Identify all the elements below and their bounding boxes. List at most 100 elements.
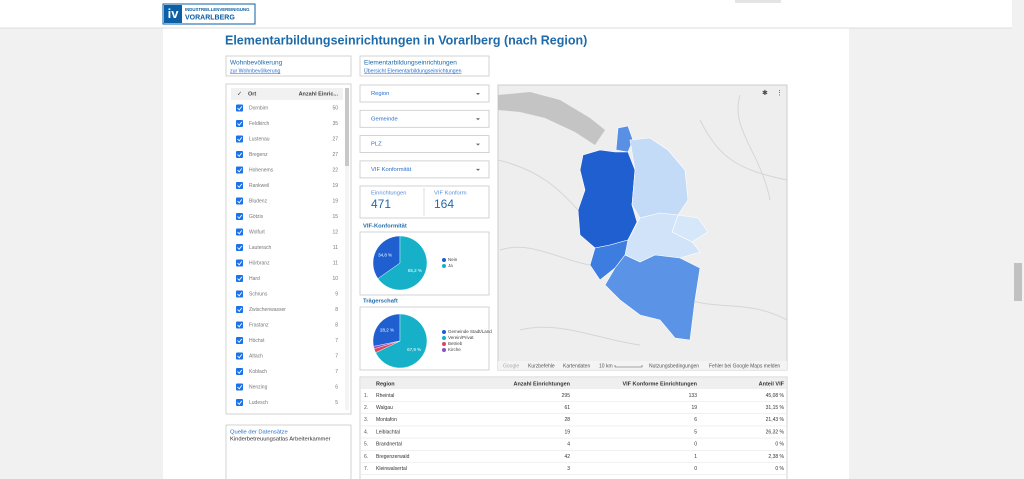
legend-label[interactable]: Ja	[448, 263, 453, 268]
table-header-cell[interactable]: Anzahl Einrichtungen	[513, 381, 570, 387]
checkbox[interactable]	[236, 197, 243, 205]
region-rheintal[interactable]	[577, 149, 638, 249]
legend-swatch[interactable]	[442, 348, 446, 352]
logo-line: INDUSTRIELLENVEREINIGUNG	[185, 7, 250, 12]
table-cell: 45,08 %	[766, 393, 785, 399]
checkbox[interactable]	[236, 228, 243, 236]
pie-label: 34,8 %	[378, 252, 392, 257]
checkmark	[237, 354, 243, 359]
filter-label: VIF Konformität	[371, 167, 412, 173]
legend-label[interactable]: Betrieb	[448, 341, 463, 346]
legend-swatch[interactable]	[442, 330, 446, 334]
ort-count: 11	[333, 260, 338, 266]
page-scrollbar-thumb[interactable]	[1014, 263, 1022, 301]
legend-swatch[interactable]	[442, 258, 446, 262]
pie-slice[interactable]	[375, 313, 428, 369]
region-leiblachtal[interactable]	[615, 125, 634, 153]
ort-count: 35	[332, 121, 338, 127]
dropdown-arrow	[476, 143, 480, 146]
ort-name: Wolfurt	[249, 229, 265, 235]
filter-dropdown[interactable]	[359, 160, 490, 179]
checkbox[interactable]	[236, 151, 243, 158]
info-card	[225, 55, 352, 77]
checkbox[interactable]	[236, 306, 243, 313]
table-cell: 31,15 %	[766, 405, 785, 411]
kpi-label: Einrichtungen	[371, 191, 406, 197]
checkbox[interactable]	[236, 104, 243, 112]
dropdown-arrow	[476, 93, 480, 95]
source-box	[225, 424, 352, 479]
table-cell: 19	[564, 429, 570, 435]
checkbox[interactable]	[236, 321, 243, 329]
filter-dropdown[interactable]	[359, 84, 490, 103]
table-cell: Leiblachtal	[376, 429, 400, 435]
pie-label: 65,2 %	[408, 268, 422, 273]
google-logo: Google	[503, 363, 519, 369]
checkbox[interactable]	[236, 337, 243, 344]
legend-swatch[interactable]	[442, 336, 446, 340]
filter-dropdown[interactable]	[359, 135, 490, 154]
table-header-cell[interactable]: VIF Konforme Einrichtungen	[622, 381, 697, 387]
legend-swatch[interactable]	[442, 342, 446, 346]
ort-count: 6	[335, 384, 338, 390]
checkbox[interactable]	[236, 120, 243, 127]
map-menu-icon[interactable]: ⋮	[776, 90, 783, 97]
checkbox[interactable]	[236, 399, 243, 406]
checkbox[interactable]	[236, 259, 243, 267]
list-scrollbar-thumb[interactable]	[345, 88, 349, 166]
legend-label[interactable]: Verein/Privat	[448, 335, 474, 340]
map-report[interactable]: Fehler bei Google Maps melden	[709, 363, 780, 369]
map-terms[interactable]: Nutzungsbedingungen	[649, 363, 699, 369]
ort-name: Altach	[249, 353, 263, 359]
checkmark	[237, 245, 243, 250]
logo-line: VORARLBERG	[185, 14, 235, 21]
region-montafon[interactable]	[604, 254, 701, 341]
page-scrollbar[interactable]	[1012, 0, 1024, 479]
pie-slice[interactable]	[372, 313, 401, 347]
check-all[interactable]: ✓	[237, 92, 242, 98]
legend-swatch[interactable]	[442, 264, 446, 268]
map-footer	[498, 361, 787, 370]
pie-slice[interactable]	[377, 235, 428, 291]
legend-label[interactable]: Gemeinde Stadt/Land	[448, 329, 492, 334]
checkbox[interactable]	[236, 213, 243, 220]
ort-count: 8	[335, 322, 338, 328]
pie-slice[interactable]	[373, 340, 401, 349]
ort-name: Hard	[249, 276, 260, 282]
checkbox[interactable]	[236, 182, 243, 189]
legend-label[interactable]: Kirche	[448, 347, 461, 352]
checkbox[interactable]	[236, 368, 243, 375]
checkbox[interactable]	[236, 275, 243, 282]
map-pin-icon[interactable]: ✱	[762, 89, 768, 97]
card-link[interactable]: Übersicht Elementarbildungseinrichtungen	[364, 67, 462, 74]
chart-title: Trägerschaft	[363, 299, 398, 305]
checkbox[interactable]	[236, 290, 243, 298]
table-cell: Montafon	[376, 417, 397, 423]
ort-count: 27	[332, 136, 338, 142]
pie-slice[interactable]	[372, 235, 401, 279]
list-scrollbar[interactable]	[345, 88, 349, 410]
logo-frame[interactable]	[162, 3, 256, 25]
ort-count: 19	[332, 198, 338, 204]
filter-dropdown[interactable]	[359, 109, 490, 128]
map[interactable]: ✱ ⋮ Google Kurzbefehle Kartendaten 10 km…	[497, 84, 788, 371]
checkbox[interactable]	[236, 383, 243, 391]
checkbox[interactable]	[236, 244, 243, 251]
map-roads	[497, 94, 788, 346]
ort-name: Hörbranz	[249, 260, 270, 266]
checkmark	[237, 137, 243, 142]
table-header-cell[interactable]: Region	[376, 381, 395, 387]
legend-label[interactable]: Nein	[448, 257, 458, 262]
ort-name: Schruns	[249, 291, 268, 297]
checkbox[interactable]	[236, 352, 243, 360]
map-shortcuts[interactable]: Kurzbefehle	[528, 363, 555, 369]
checkbox[interactable]	[236, 166, 243, 174]
table-header-cell[interactable]: Anteil VIF	[759, 381, 785, 387]
map-data[interactable]: Kartendaten	[563, 363, 590, 369]
checkmark	[237, 230, 243, 235]
dropdown-arrow	[476, 168, 480, 171]
ort-count: 8	[335, 307, 338, 313]
table-cell: 5	[694, 429, 697, 435]
checkbox[interactable]	[236, 135, 243, 143]
card-link[interactable]: zur Wohnbevölkerung	[230, 68, 280, 74]
